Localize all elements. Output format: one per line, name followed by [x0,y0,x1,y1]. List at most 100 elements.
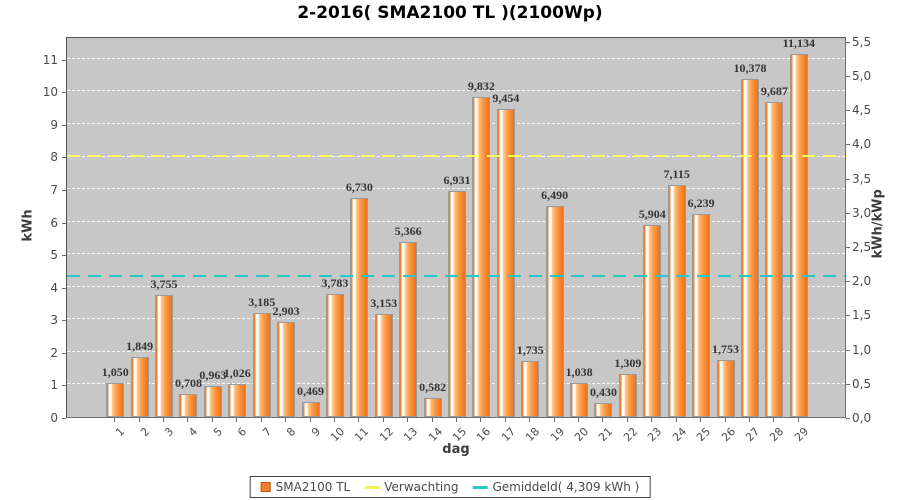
x-tick-text: 7 [259,425,274,440]
bar-day-11 [350,197,369,417]
x-tick-text: 3 [162,425,177,440]
x-tick-text: 9 [308,425,323,440]
bar-day-6 [228,383,247,417]
x-tick-mark [187,418,189,422]
legend-label: Verwachting [384,480,459,494]
y-tick-mark-right [846,144,850,146]
bar-value-text: 1,050 [101,364,129,379]
y-tick-label-left: 9 [50,117,58,132]
bar-value-text: 9,687 [760,83,788,98]
y-tick-label-left: 1 [50,378,58,393]
x-axis-label: dag [442,442,470,457]
y-axis-label-right: kWh/kWp [870,189,886,259]
bar-day-25 [692,213,711,417]
x-tick-mark [748,418,750,422]
legend-label: SMA2100 TL [275,480,351,494]
y-tick-mark-left [62,59,66,61]
bar-day-13 [399,242,418,417]
y-tick-mark-right [846,110,850,112]
x-tick-mark [602,418,604,422]
bar-day-9 [301,401,320,417]
y-tick-mark-left [62,287,66,289]
bar-day-2 [130,356,149,417]
y-tick-label-left: 11 [42,52,58,67]
y-tick-mark-right [846,247,850,249]
x-tick-mark [480,418,482,422]
y-tick-label-right: 2,5 [852,240,872,255]
y-tick-mark-left [62,385,66,387]
x-tick-mark [309,418,311,422]
bar-day-24 [667,185,686,417]
x-tick-mark [626,418,628,422]
y-tick-label-right: 3,0 [852,205,872,220]
x-tick-text: 6 [235,425,250,440]
bar-value-text: 3,153 [370,296,398,311]
y-tick-mark-right [846,418,850,419]
bar-value-text: 1,026 [223,365,251,380]
y-tick-mark-left [62,157,66,159]
bar-day-20 [570,383,589,417]
y-axis-label-left: kWh [20,209,36,242]
x-tick-mark [651,418,653,422]
bar-value-text: 0,582 [419,380,447,395]
y-tick-label-right: 3,5 [852,171,872,186]
bar-value-text: 9,832 [467,78,495,93]
y-tick-label-left: 4 [50,280,58,295]
bar-day-10 [325,293,344,417]
bar-value-text: 7,115 [663,167,690,182]
legend-swatch-line [472,485,488,489]
y-tick-mark-left [62,320,66,322]
x-tick-mark [285,418,287,422]
legend-swatch-square [260,482,271,492]
bar-day-12 [374,314,393,417]
bar-day-7 [252,313,271,417]
bar-value-text: 6,730 [345,179,373,194]
x-tick-text: 2 [137,425,152,440]
x-tick-mark [553,418,555,422]
bar-value-text: 6,931 [443,173,471,188]
y-tick-label-left: 0 [50,411,58,425]
x-tick-mark [700,418,702,422]
bar-day-22 [618,374,637,417]
y-tick-mark-right [846,315,850,317]
bar-value-text: 5,904 [638,206,666,221]
legend: SMA2100 TL Verwachting Gemiddeld( 4,309 kW… [249,476,651,498]
bar-value-text: 1,849 [126,338,154,353]
y-tick-mark-left [62,255,66,257]
x-tick-mark [504,418,506,422]
gridline [67,90,845,92]
y-tick-mark-left [62,418,66,419]
y-tick-mark-right [846,281,850,283]
plot-area: 1,050 1,849 3,755 0,708 0,963 1,026 3,185 2,903… [66,36,846,418]
y-tick-label-right: 2,0 [852,274,872,289]
bar-value-text: 0,963 [199,367,227,382]
bar-value-text: 10,378 [733,61,767,76]
y-tick-mark-right [846,383,850,385]
x-tick-mark [211,418,213,422]
bar-day-19 [545,205,564,417]
y-tick-label-right: 1,0 [852,342,872,357]
bar-day-27 [740,79,759,417]
bar-value-text: 6,490 [541,187,569,202]
x-tick-mark [407,418,409,422]
x-tick-mark [333,418,335,422]
bar-day-17 [496,109,515,417]
bar-day-3 [155,294,174,417]
bar-day-8 [277,322,296,417]
bar-value-text: 1,735 [516,342,544,357]
legend-label: Gemiddeld( 4,309 kWh ) [492,480,640,494]
bar-day-16 [472,96,491,417]
gridline [67,122,845,124]
bar-value-text: 0,708 [174,375,202,390]
x-tick-mark [260,418,262,422]
bar-day-15 [448,191,466,417]
gemiddeld-line [67,274,845,277]
bar-day-18 [521,360,540,417]
y-tick-label-left: 7 [50,183,58,198]
y-tick-mark-left [62,92,66,94]
bar-day-21 [594,403,613,417]
bar-value-text: 5,366 [394,224,422,239]
y-tick-mark-left [62,190,66,192]
bar-day-23 [643,224,662,417]
